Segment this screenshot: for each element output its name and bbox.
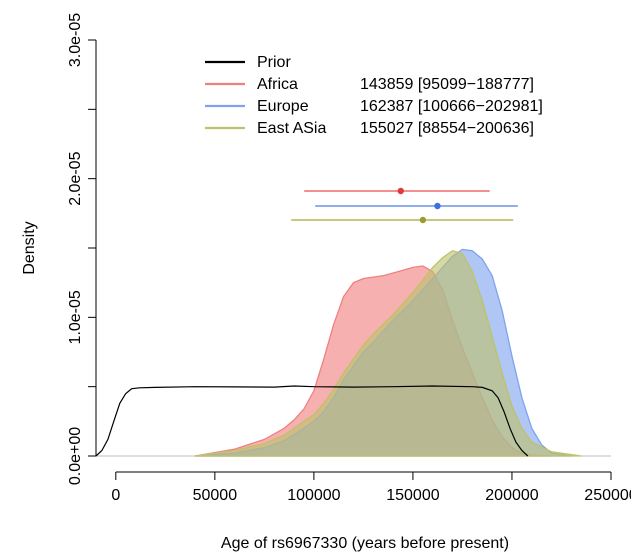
mean-point-east-asia xyxy=(419,216,427,224)
x-axis-title: Age of rs6967330 (years before present) xyxy=(221,535,509,552)
y-tick-label: 3.0e-05 xyxy=(67,13,84,67)
legend: Prior Africa 143859 [95099−188777] Europ… xyxy=(205,54,543,137)
x-tick-label: 200000 xyxy=(485,487,538,504)
x-tick-label: 100000 xyxy=(287,487,340,504)
y-axis-title: Density xyxy=(21,221,38,274)
legend-value-europe: 162387 [100666−202981] xyxy=(360,98,543,115)
x-tick-label: 150000 xyxy=(386,487,439,504)
y-tick-label: 2.0e-05 xyxy=(67,151,84,205)
x-tick-label: 50000 xyxy=(193,487,238,504)
y-tick-label: 1.0e-05 xyxy=(67,290,84,344)
y-ticks: 0.0e+00 1.0e-05 2.0e-05 3.0e-05 xyxy=(67,13,96,485)
interval-bars xyxy=(291,187,518,224)
legend-item-europe: Europe 162387 [100666−202981] xyxy=(205,98,543,115)
mean-point-africa xyxy=(397,187,404,195)
legend-item-prior: Prior xyxy=(205,54,291,71)
legend-label-east-asia: East ASia xyxy=(257,120,326,137)
y-tick-label: 0.0e+00 xyxy=(67,427,84,485)
legend-label-africa: Africa xyxy=(257,76,298,93)
x-tick-label: 0 xyxy=(111,487,120,504)
legend-value-east-asia: 155027 [88554−200636] xyxy=(360,120,534,137)
density-line-prior xyxy=(95,385,529,457)
legend-value-africa: 143859 [95099−188777] xyxy=(360,76,534,93)
mean-point-europe xyxy=(434,202,441,210)
prior-line-group xyxy=(95,385,529,457)
legend-label-prior: Prior xyxy=(257,54,291,71)
density-areas xyxy=(96,248,611,457)
legend-item-africa: Africa 143859 [95099−188777] xyxy=(205,76,534,93)
density-area-east-asia xyxy=(194,250,582,457)
legend-label-europe: Europe xyxy=(257,98,309,115)
legend-item-east-asia: East ASia 155027 [88554−200636] xyxy=(205,120,534,137)
